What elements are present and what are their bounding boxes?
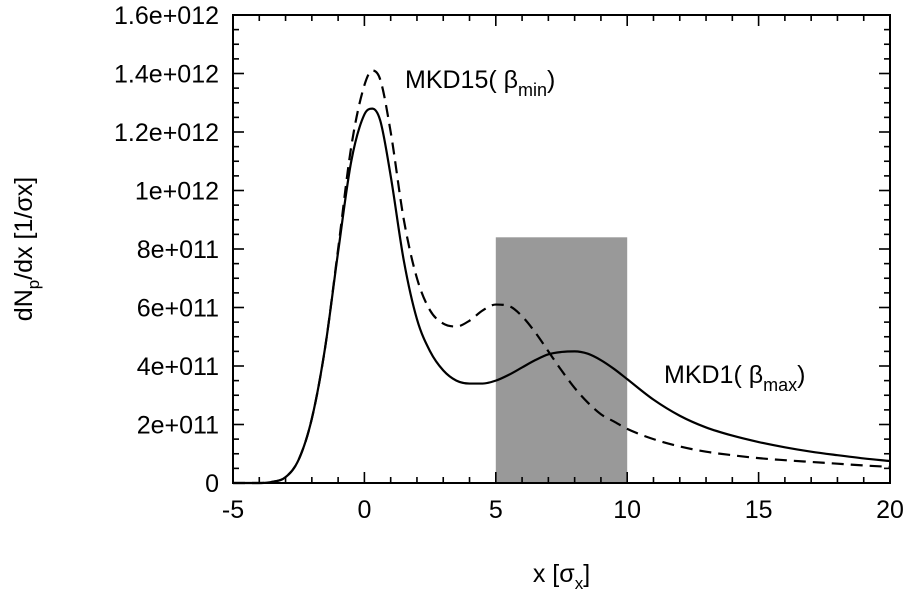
x-tick-label: 20 <box>876 496 904 524</box>
series-layer <box>232 69 891 485</box>
tick-labels-layer: -5 0 5 10 15 2002e+0114e+0116e+0118e+0111e+01… <box>114 2 904 524</box>
y-tick-label: 1e+012 <box>135 178 219 206</box>
x-tick-label: 15 <box>745 496 773 524</box>
x-axis-label: x [σx] <box>533 560 590 593</box>
shaded-region-layer <box>495 237 628 483</box>
x-tick-label: 5 <box>489 496 503 524</box>
y-tick-label: 0 <box>205 470 219 498</box>
series-line-mkd15 <box>232 69 891 485</box>
x-tick-label: 0 <box>357 496 371 524</box>
y-tick-label: 4e+011 <box>137 353 219 381</box>
ticks-layer <box>232 14 891 484</box>
y-tick-label: 1.2e+012 <box>114 119 219 147</box>
x-tick-label: 10 <box>613 496 641 524</box>
y-axis-label: dNp/dx [1/σx] <box>10 177 43 321</box>
y-tick-label: 6e+011 <box>137 295 219 323</box>
y-tick-label: 2e+011 <box>137 412 219 440</box>
y-tick-label: 8e+011 <box>137 236 219 264</box>
series-line-mkd1 <box>232 107 891 485</box>
y-tick-label: 1.6e+012 <box>114 2 219 30</box>
x-tick-label: -5 <box>222 496 244 524</box>
series-label-mkd15: MKD15( βmin) <box>405 66 555 100</box>
annotations-layer: MKD15( βmin) MKD1( βmax) <box>405 66 805 395</box>
shaded-region <box>495 237 628 483</box>
series-label-mkd1: MKD1( βmax) <box>664 361 805 395</box>
y-tick-label: 1.4e+012 <box>114 61 219 89</box>
